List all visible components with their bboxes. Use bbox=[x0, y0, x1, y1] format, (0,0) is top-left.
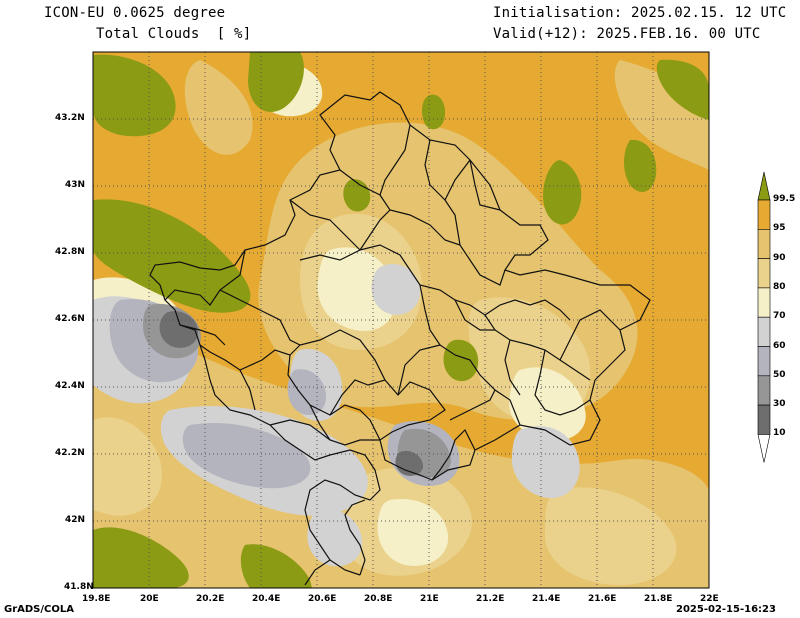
lon-tick-label: 20E bbox=[140, 594, 159, 604]
colorbar-label: 10 bbox=[773, 428, 786, 439]
lon-tick-label: 21E bbox=[420, 594, 439, 604]
lon-tick-label: 21.2E bbox=[476, 594, 505, 604]
lat-tick-label: 42.8N bbox=[55, 247, 85, 257]
cloud-field bbox=[93, 52, 709, 588]
colorbar-label: 99.5 bbox=[773, 194, 796, 204]
valid-time: Valid(+12): 2025.FEB.16. 00 UTC bbox=[493, 26, 761, 42]
lat-tick-label: 42.6N bbox=[55, 314, 85, 324]
lat-tick-label: 42N bbox=[65, 515, 86, 525]
variable-title: Total Clouds [ %] bbox=[96, 26, 252, 42]
lon-tick-label: 20.6E bbox=[308, 594, 337, 604]
corner-lat-label: 41.8N bbox=[64, 582, 94, 592]
colorbar-box bbox=[757, 229, 771, 259]
colorbar-box bbox=[757, 346, 771, 377]
colorbar-box bbox=[757, 375, 771, 406]
lon-tick-label: 20.2E bbox=[196, 594, 225, 604]
lon-tick-label: 21.6E bbox=[588, 594, 617, 604]
lat-lon-grid bbox=[93, 52, 709, 588]
lat-tick-label: 42.2N bbox=[55, 448, 85, 458]
administrative-borders bbox=[149, 91, 651, 586]
footer-credit: GrADS/COLA bbox=[4, 604, 74, 615]
colorbar-box bbox=[757, 316, 771, 347]
lon-tick-label: 20.4E bbox=[252, 594, 281, 604]
colorbar-label: 90 bbox=[773, 252, 786, 263]
colorbar bbox=[757, 171, 771, 463]
colorbar-label: 50 bbox=[773, 369, 786, 380]
colorbar-bottom-arrow bbox=[757, 434, 771, 463]
colorbar-box bbox=[757, 199, 771, 230]
lon-tick-label: 21.8E bbox=[644, 594, 673, 604]
lon-tick-label: 20.8E bbox=[364, 594, 393, 604]
footer-timestamp: 2025-02-15-16:23 bbox=[676, 604, 776, 615]
colorbar-label: 30 bbox=[773, 399, 786, 410]
colorbar-label: 60 bbox=[773, 340, 786, 351]
lat-tick-label: 43N bbox=[65, 180, 86, 190]
plot-frame bbox=[92, 51, 710, 589]
lon-tick-label: 22E bbox=[700, 594, 719, 604]
corner-lon-label: 19.8E bbox=[82, 594, 111, 604]
colorbar-label: 80 bbox=[773, 281, 786, 292]
init-time: Initialisation: 2025.02.15. 12 UTC bbox=[493, 5, 787, 21]
colorbar-label: 70 bbox=[773, 311, 786, 322]
colorbar-box bbox=[757, 287, 771, 318]
colorbar-box bbox=[757, 404, 771, 435]
lat-tick-label: 42.4N bbox=[55, 381, 85, 391]
colorbar-top-arrow bbox=[757, 171, 771, 201]
lat-tick-label: 43.2N bbox=[55, 113, 85, 123]
model-title: ICON-EU 0.0625 degree bbox=[44, 5, 226, 21]
lon-tick-label: 21.4E bbox=[532, 594, 561, 604]
colorbar-label: 95 bbox=[773, 223, 786, 234]
colorbar-box bbox=[757, 258, 771, 289]
